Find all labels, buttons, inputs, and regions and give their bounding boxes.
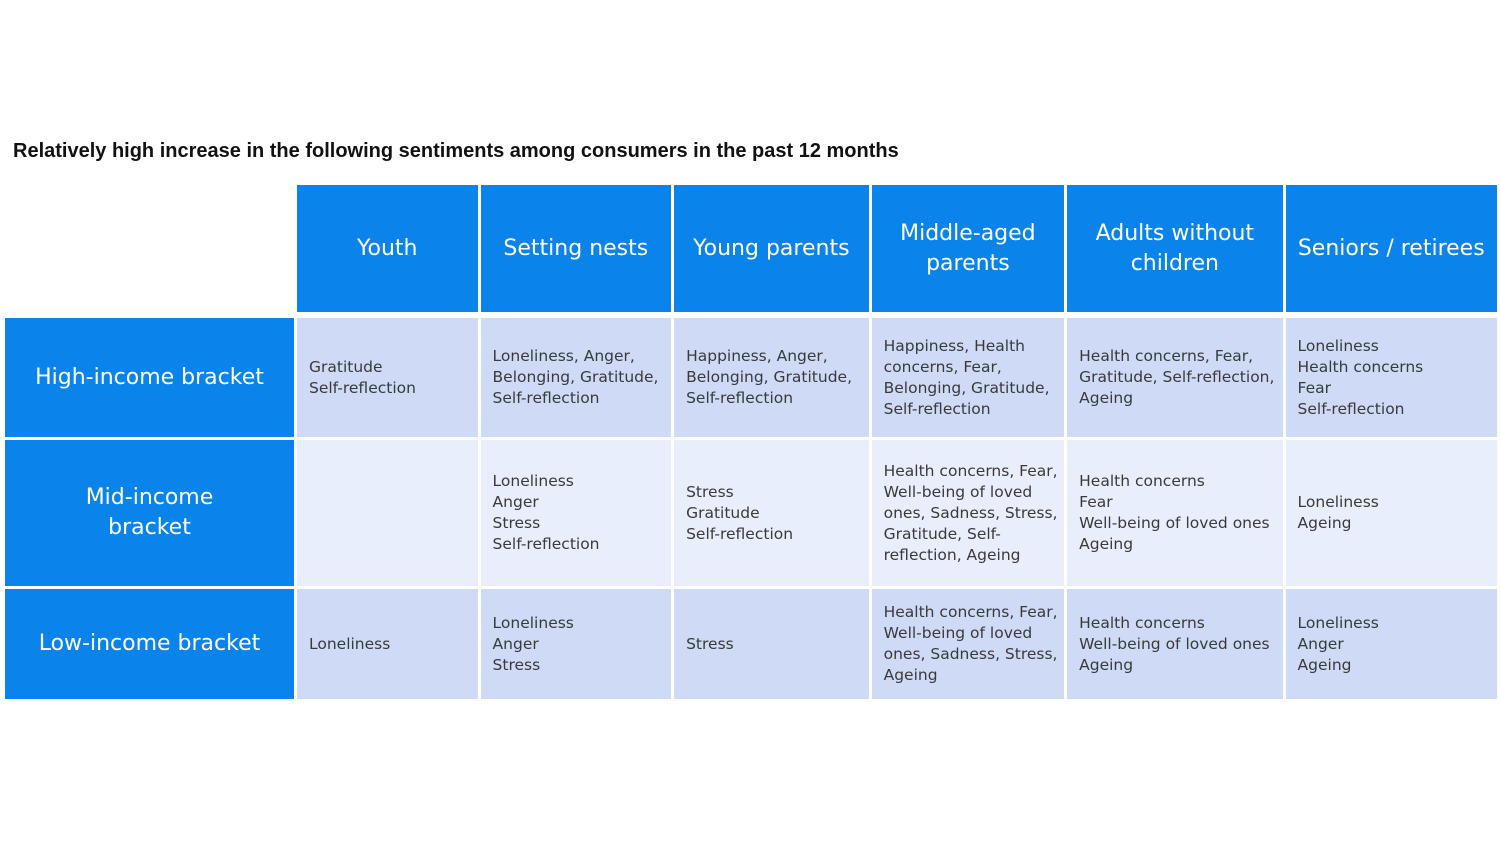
row-header: High-income bracket — [5, 315, 294, 437]
table-cell: Health concerns, Fear, Gratitude, Self-r… — [1067, 315, 1283, 437]
header-row: Youth Setting nests Young parents Middle… — [5, 185, 1497, 312]
table-cell: Loneliness, Anger, Belonging, Gratitude,… — [480, 315, 672, 437]
column-header-middle-aged-parents: Middle-aged parents — [871, 185, 1065, 312]
page-title: Relatively high increase in the followin… — [13, 140, 899, 162]
table-cell — [296, 440, 478, 586]
table-cell: Loneliness Ageing — [1285, 440, 1497, 586]
row-header: Low-income bracket — [5, 589, 294, 699]
corner-cell — [5, 185, 294, 312]
sentiment-table: Youth Setting nests Young parents Middle… — [2, 182, 1500, 702]
table-cell: Stress Gratitude Self-reflection — [674, 440, 869, 586]
table-cell: Health concerns Well-being of loved ones… — [1067, 589, 1283, 699]
table-cell: Gratitude Self-reflection — [296, 315, 478, 437]
table-cell: Loneliness Anger Ageing — [1285, 589, 1497, 699]
table-row-low-income: Low-income bracket Loneliness Loneliness… — [5, 589, 1497, 699]
table-cell: Happiness, Anger, Belonging, Gratitude, … — [674, 315, 869, 437]
table-row-high-income: High-income bracket Gratitude Self-refle… — [5, 315, 1497, 437]
table-cell: Stress — [674, 589, 869, 699]
row-header: Mid-income bracket — [5, 440, 294, 586]
table-cell: Loneliness Anger Stress Self-reflection — [480, 440, 672, 586]
table-cell: Loneliness Anger Stress — [480, 589, 672, 699]
column-header-adults-without-children: Adults without children — [1067, 185, 1283, 312]
table-cell: Happiness, Health concerns, Fear, Belong… — [871, 315, 1065, 437]
table-cell: Loneliness — [296, 589, 478, 699]
table-cell: Health concerns Fear Well-being of loved… — [1067, 440, 1283, 586]
table-cell: Loneliness Health concerns Fear Self-ref… — [1285, 315, 1497, 437]
column-header-seniors-retirees: Seniors / retirees — [1285, 185, 1497, 312]
table-cell: Health concerns, Fear, Well-being of lov… — [871, 440, 1065, 586]
column-header-youth: Youth — [296, 185, 478, 312]
table-row-mid-income: Mid-income bracket Loneliness Anger Stre… — [5, 440, 1497, 586]
table-cell: Health concerns, Fear, Well-being of lov… — [871, 589, 1065, 699]
column-header-young-parents: Young parents — [674, 185, 869, 312]
column-header-setting-nests: Setting nests — [480, 185, 672, 312]
